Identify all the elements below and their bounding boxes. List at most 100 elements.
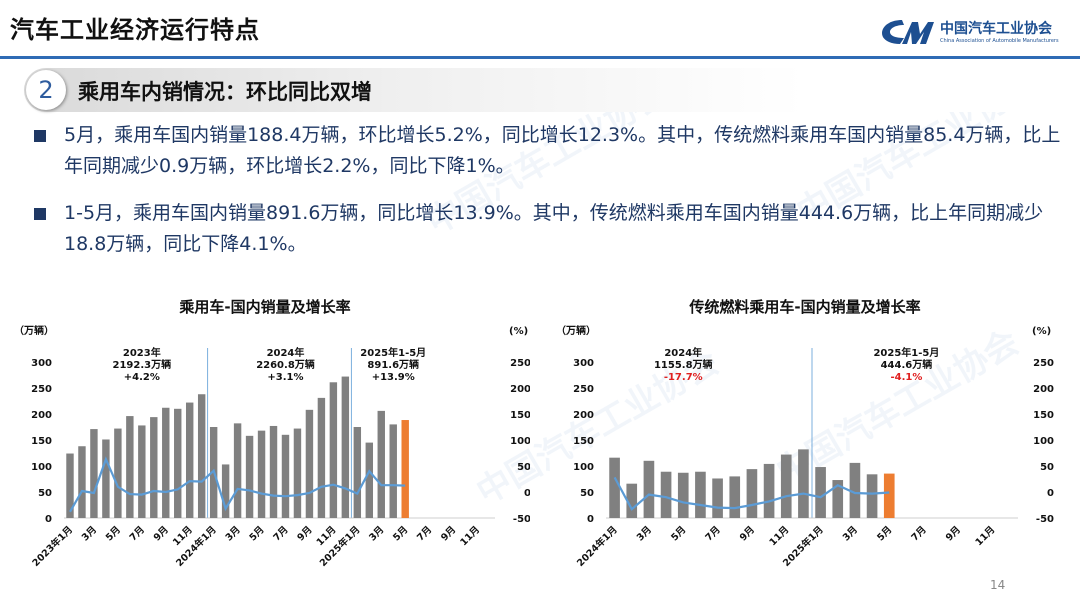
x-tick-label: 9月 [738,524,757,543]
bar [341,376,350,518]
y-tick-label-left: 200 [31,410,52,421]
bar [780,454,792,518]
y-tick-label-right: 0 [524,488,530,499]
bar [150,417,158,518]
x-tick-label: 9月 [944,524,963,543]
x-tick-label: 7月 [271,524,290,543]
bar [90,429,98,518]
x-tick-label: 11月 [768,524,792,548]
x-tick-label: 3月 [635,524,654,543]
bar [660,471,672,518]
chart-svg: （万辆） (%) 0 50 100 150 200 250 300 -50 0 50 100 150 200… [556,324,1054,569]
bar [849,462,861,518]
y-tick-label-right: 50 [517,462,530,473]
x-tick-label: 5月 [669,524,688,543]
chart-passenger-car: 乘用车-国内销量及增长率 （万辆） (%) 0 50 100 150 200 250 300 -5… [0,290,531,580]
annotation-year: 2024年 [664,346,702,359]
y-axis-label-left: （万辆） [556,324,596,337]
section-heading: 2 乘用车内销情况：环比同比双增 [24,68,1064,112]
x-tick-label: 7月 [704,524,723,543]
bar [746,469,758,518]
x-tick-label: 3月 [224,524,243,543]
bar [643,460,655,518]
bar [281,434,290,518]
bar [712,478,723,518]
annotation-year: 2025年1-5月 [360,346,426,359]
bar [763,463,775,518]
x-tick-label: 7月 [128,524,147,543]
x-tick-label: 5月 [875,524,894,543]
x-tick-label: 5月 [391,524,410,543]
y-axis-label-right: (%) [509,326,528,337]
bar [729,476,741,518]
caam-logo-icon [882,20,934,44]
bar [815,467,826,518]
x-tick-label: 11月 [974,524,998,548]
x-tick-label: 2024年1月 [574,524,619,569]
x-tick-label: 7月 [415,524,434,543]
page-number: 14 [990,578,1006,592]
y-tick-label-left: 150 [31,436,52,447]
y-tick-label-left: 300 [573,358,594,369]
y-tick-label-right: 250 [510,358,530,369]
bar [269,425,278,518]
x-tick-label: 11月 [458,524,482,548]
annotation-value: 444.6万辆 [881,358,933,371]
y-tick-label-right: 200 [1033,384,1054,395]
bar [233,423,242,518]
annotation-rate: +4.2% [124,372,160,383]
y-tick-label-right: 100 [510,436,530,447]
bar [197,394,206,518]
section-title: 乘用车内销情况：环比同比双增 [78,80,372,104]
annotation-value: 1155.8万辆 [654,358,713,371]
logo-name-en: China Association of Automobile Manufact… [940,38,1059,44]
y-axis-label-left: （万辆） [14,324,54,337]
bar [329,382,338,518]
y-tick-label-right: 50 [1040,462,1054,473]
y-tick-label-left: 250 [573,384,594,395]
y-tick-label-right: -50 [1036,514,1054,525]
y-tick-label-left: 0 [587,514,594,525]
y-tick-label-right: 100 [1033,436,1054,447]
bar [66,453,74,518]
section-number: 2 [26,70,66,110]
bullet-text: 5月，乘用车国内销量188.4万辆，环比增长5.2%，同比增长12.3%。其中，… [64,124,1061,177]
bar [305,409,314,518]
chart-conventional-fuel: 传统燃料乘用车-国内销量及增长率 （万辆） (%) 0 50 100 150 200 250 3… [540,290,1070,580]
x-tick-label: 5月 [104,524,123,543]
bar [126,416,134,518]
y-tick-label-left: 300 [31,358,52,369]
bar [185,402,194,518]
bar [609,457,620,518]
y-tick-label-left: 50 [580,488,594,499]
x-tick-label: 9月 [152,524,171,543]
bar [78,446,86,518]
chart-title: 传统燃料乘用车-国内销量及增长率 [689,298,921,316]
page-title: 汽车工业经济运行特点 [10,16,260,44]
y-tick-label-right: 150 [510,410,530,421]
y-tick-label-left: 100 [31,462,52,473]
header-divider [0,56,1080,59]
y-tick-label-left: 200 [573,410,594,421]
bar [883,473,895,518]
annotation-rate: -4.1% [890,372,922,383]
bar [293,428,302,518]
bar [353,427,362,518]
growth-rate-line [613,476,890,511]
bar [798,449,809,518]
annotation-value: 2260.8万辆 [256,358,315,371]
growth-rate-line [69,456,406,513]
bullet-square-icon [34,208,46,220]
logo-name-cn: 中国汽车工业协会 [940,21,1052,37]
x-tick-label: 3月 [80,524,99,543]
bar [626,483,638,518]
bar [695,471,706,518]
bar [317,397,326,518]
association-logo: 中国汽车工业协会 China Association of Automobile… [880,14,1070,54]
annotation-year: 2024年 [267,346,305,359]
y-tick-label-left: 100 [573,462,594,473]
x-tick-label: 7月 [910,524,929,543]
bar [102,439,110,518]
annotation-year: 2025年1-5月 [873,346,939,359]
bar [401,420,409,518]
